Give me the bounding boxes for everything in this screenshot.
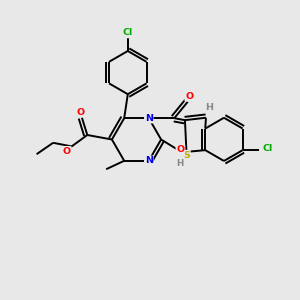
Text: H: H [206, 103, 214, 112]
Text: Cl: Cl [262, 144, 273, 153]
Text: O: O [76, 108, 85, 117]
Text: O: O [185, 92, 194, 101]
Text: N: N [145, 114, 153, 123]
Text: S: S [183, 151, 190, 160]
Text: O: O [62, 147, 70, 156]
Text: O: O [176, 145, 184, 154]
Text: N: N [145, 156, 153, 165]
Text: H: H [177, 158, 184, 167]
Text: Cl: Cl [123, 28, 133, 38]
